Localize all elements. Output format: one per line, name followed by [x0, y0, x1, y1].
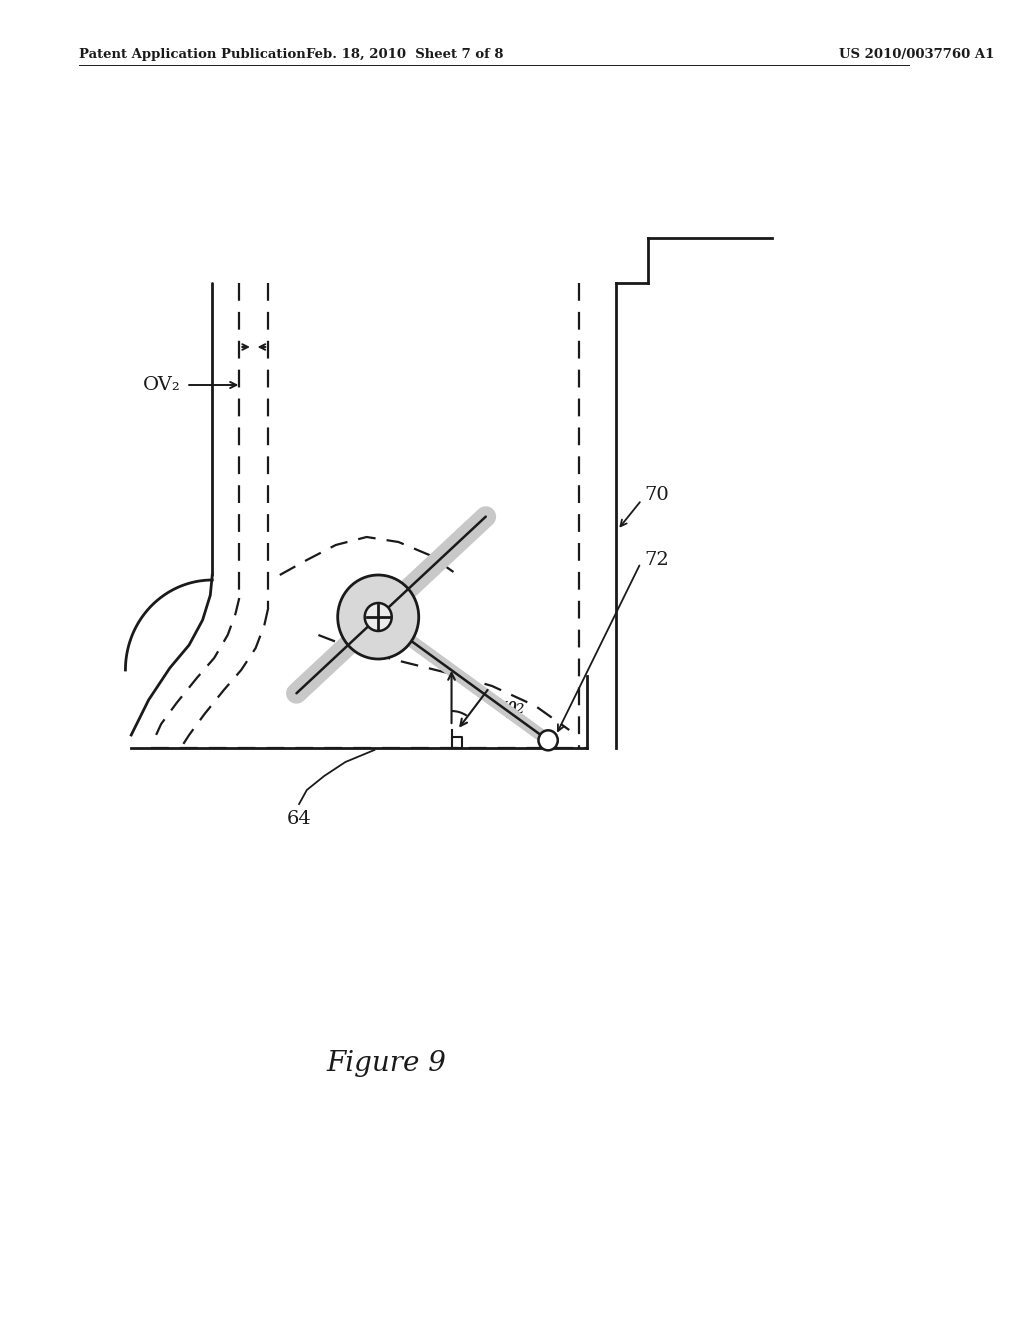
- Circle shape: [539, 730, 558, 750]
- Text: OV₂: OV₂: [142, 376, 180, 393]
- Text: Feb. 18, 2010  Sheet 7 of 8: Feb. 18, 2010 Sheet 7 of 8: [306, 48, 504, 61]
- Text: US 2010/0037760 A1: US 2010/0037760 A1: [840, 48, 994, 61]
- Text: Patent Application Publication: Patent Application Publication: [79, 48, 306, 61]
- Text: Figure 9: Figure 9: [326, 1049, 445, 1077]
- Circle shape: [365, 603, 392, 631]
- Text: 64: 64: [287, 810, 311, 828]
- Text: 70: 70: [644, 486, 670, 504]
- Text: φ₂: φ₂: [501, 696, 525, 718]
- Circle shape: [338, 576, 419, 659]
- Text: 72: 72: [644, 550, 670, 569]
